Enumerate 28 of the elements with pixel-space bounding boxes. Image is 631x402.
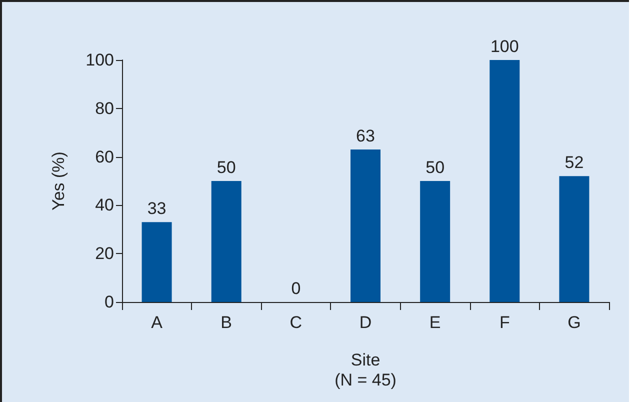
bar [559, 176, 590, 302]
data-label: 0 [291, 279, 301, 298]
data-label: 63 [356, 126, 375, 146]
bar [142, 222, 172, 302]
data-label: 100 [490, 37, 519, 56]
y-tick-label: 100 [86, 50, 114, 70]
y-tick-label: 80 [95, 98, 114, 118]
y-tick-label: 60 [95, 147, 114, 166]
x-tick-label: F [499, 313, 510, 332]
bar [490, 60, 520, 302]
y-tick-label: 20 [95, 244, 114, 264]
data-label: 52 [564, 153, 584, 172]
y-axis-title: Yes (%) [49, 152, 68, 210]
x-tick-label: A [151, 313, 164, 332]
bar [350, 150, 380, 302]
x-tick-label: B [220, 313, 232, 332]
x-tick-label: C [290, 313, 302, 332]
y-tick-label: 40 [95, 196, 114, 215]
data-label: 50 [426, 158, 445, 177]
x-tick-label: E [429, 313, 441, 332]
data-label: 50 [216, 158, 236, 177]
data-label: 33 [147, 199, 166, 218]
x-axis-title: Site (N = 45) [334, 350, 396, 390]
y-tick-label: 0 [104, 292, 114, 312]
bar [420, 181, 450, 302]
x-tick-label: D [359, 313, 372, 332]
x-tick-label: G [568, 313, 581, 332]
bar [211, 181, 242, 302]
